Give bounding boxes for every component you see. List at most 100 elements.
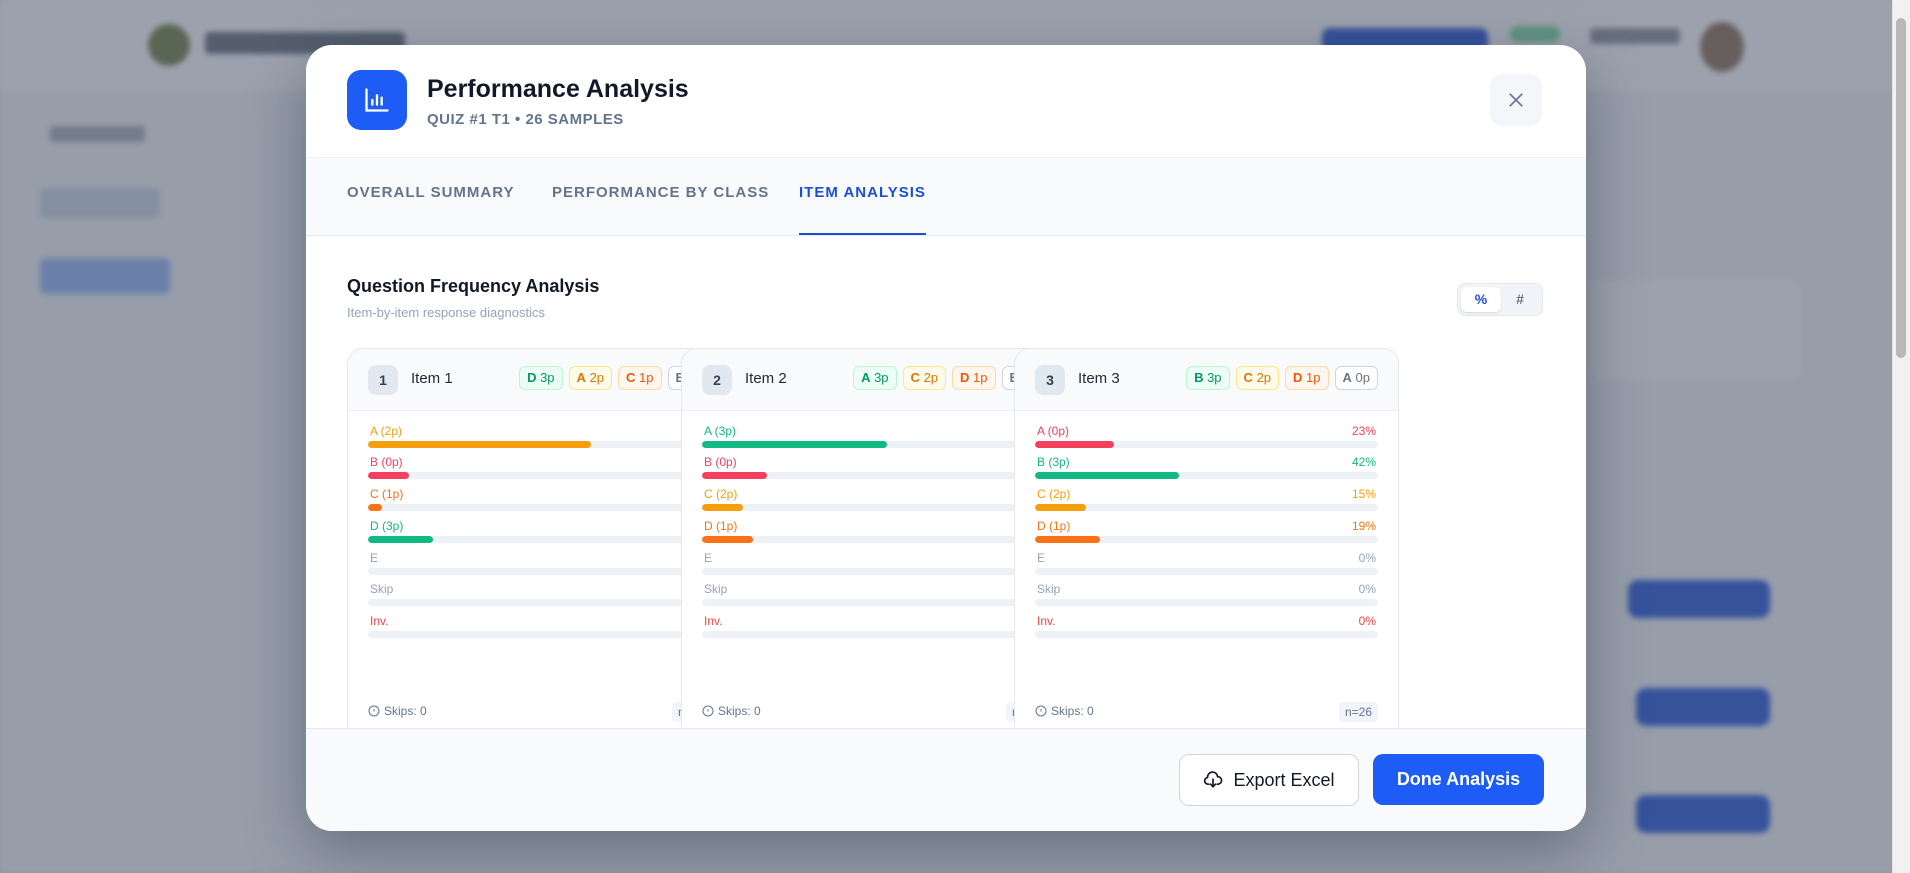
chip-letter: C	[1243, 370, 1253, 385]
option-label: B (0p)	[704, 455, 737, 469]
modal-footer: Export Excel Done Analysis	[306, 728, 1586, 831]
option-bar-track	[368, 472, 711, 479]
option-bar-fill	[368, 536, 434, 543]
option-bar-track	[368, 599, 711, 606]
option-row: Inv.0%	[368, 614, 711, 650]
answer-key-chip: C 2p	[1235, 366, 1280, 390]
option-bar-track	[1035, 631, 1378, 638]
chip-letter: C	[626, 370, 636, 385]
option-label: D (1p)	[704, 519, 738, 533]
skips-count: Skips: 0	[718, 704, 761, 718]
chip-letter: B	[676, 370, 685, 385]
count-toggle-button[interactable]: #	[1516, 291, 1524, 307]
chip-points: 1p	[973, 370, 988, 385]
item-analysis-panel: Question Frequency Analysis Item-by-item…	[306, 234, 1586, 728]
option-label: E	[1037, 551, 1046, 565]
answer-key-chips: B 3p C 2p D 1p A 0p	[1186, 366, 1378, 390]
option-row: B (0p)19%	[702, 455, 1045, 491]
tab-item-analysis[interactable]: ITEM ANALYSIS	[799, 158, 926, 235]
option-bar-track	[702, 536, 1045, 543]
option-label: C (2p)	[1037, 487, 1071, 501]
option-bar-fill	[368, 441, 591, 448]
answer-key-chip: A 0p	[1334, 366, 1378, 390]
chip-points: 2p	[1256, 370, 1272, 385]
option-percent: 15%	[1351, 487, 1376, 501]
option-row: B (3p) 42%	[1035, 455, 1378, 491]
option-row: D (3p)19%	[368, 519, 711, 555]
option-row: D (1p) 19%	[1035, 519, 1378, 555]
option-label: B (0p)	[370, 455, 403, 469]
chip-points: 3p	[1207, 370, 1222, 385]
answer-key-chip: D 1p	[952, 366, 996, 390]
chip-letter: A	[861, 370, 871, 385]
chip-points: 3p	[874, 370, 889, 385]
option-percent: 42%	[1351, 455, 1376, 469]
item-label: Item 3	[1078, 370, 1120, 387]
option-bar-track	[1035, 568, 1378, 575]
option-bar-track	[702, 441, 1045, 448]
section-title: Question Frequency Analysis	[347, 276, 600, 296]
item-number: 2	[702, 365, 732, 395]
bar-chart-icon	[347, 70, 407, 130]
chip-letter: A	[576, 370, 586, 385]
tab-performance-by-class[interactable]: PERFORMANCE BY CLASS	[552, 184, 770, 201]
export-excel-label: Export Excel	[1233, 769, 1335, 790]
option-percent: 0%	[1358, 582, 1376, 596]
chip-points: 1p	[639, 370, 654, 385]
skips-summary: Skips: 0	[702, 704, 761, 718]
sample-count-badge: n=26	[1338, 702, 1378, 722]
option-percent: 19%	[1351, 519, 1376, 533]
item-number: 3	[1035, 365, 1065, 395]
scrollbar-thumb[interactable]	[1896, 18, 1906, 358]
option-bar-fill	[702, 504, 744, 511]
item-label: Item 2	[745, 370, 787, 387]
option-row: Inv. 0%	[1035, 614, 1378, 650]
option-bar-track	[1035, 441, 1378, 448]
skips-summary: Skips: 0	[1035, 704, 1094, 718]
option-row: D (1p)15%	[702, 519, 1045, 555]
option-percent: 0%	[1358, 551, 1376, 565]
close-button[interactable]	[1490, 74, 1542, 126]
option-bar-track	[1035, 536, 1378, 543]
option-row: B (0p)12%	[368, 455, 711, 491]
option-bar-track	[702, 568, 1045, 575]
option-label: E	[370, 551, 379, 565]
option-row: A (0p) 23%	[1035, 424, 1378, 460]
chip-points: 0p	[1355, 370, 1370, 385]
option-bar-track	[368, 568, 711, 575]
option-bar-fill	[1035, 441, 1114, 448]
export-excel-button[interactable]: Export Excel	[1179, 754, 1359, 806]
option-label: D (1p)	[1037, 519, 1071, 533]
option-bar-fill	[368, 504, 382, 511]
info-icon	[1035, 705, 1047, 717]
option-bar-fill	[1035, 536, 1101, 543]
close-icon	[1509, 93, 1523, 107]
chip-letter: B	[1194, 370, 1204, 385]
answer-key-chip: D 1p	[1285, 366, 1329, 390]
option-label: B (3p)	[1037, 455, 1070, 469]
option-label: A (3p)	[704, 424, 737, 438]
option-label: Skip	[1037, 582, 1061, 596]
item-card-footer: Skips: 0n=26	[702, 702, 1045, 722]
chip-points: 2p	[923, 370, 939, 385]
option-bar-track	[702, 504, 1045, 511]
done-analysis-button[interactable]: Done Analysis	[1373, 754, 1544, 805]
page-scrollbar[interactable]	[1892, 0, 1910, 873]
modal-title: Performance Analysis	[427, 75, 689, 103]
option-percent: 0%	[1358, 614, 1376, 628]
display-mode-toggle: % #	[1457, 283, 1543, 316]
tab-bar: OVERALL SUMMARY PERFORMANCE BY CLASS ITE…	[306, 157, 1586, 236]
answer-key-chip: B 3p	[1186, 366, 1230, 390]
answer-key-chip: A 2p	[568, 366, 613, 390]
cloud-download-icon	[1204, 771, 1223, 788]
tab-overall-summary[interactable]: OVERALL SUMMARY	[347, 184, 515, 201]
option-bar-track	[1035, 504, 1378, 511]
info-icon	[702, 705, 714, 717]
option-label: Inv.	[1037, 614, 1056, 628]
option-bar-track	[368, 536, 711, 543]
percent-toggle-button[interactable]: %	[1461, 287, 1501, 312]
chip-letter: D	[527, 370, 537, 385]
